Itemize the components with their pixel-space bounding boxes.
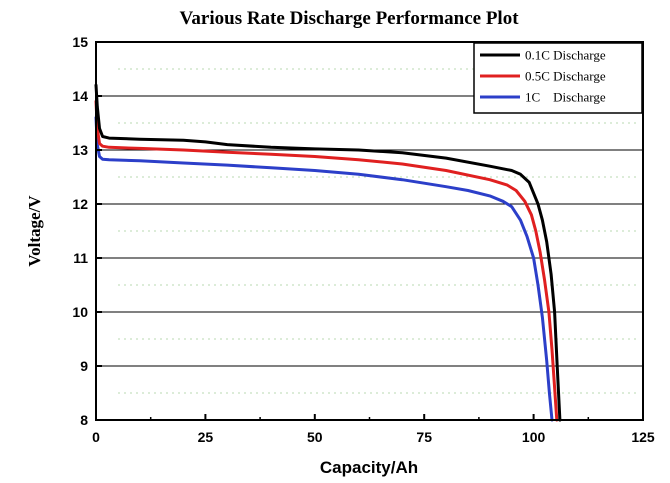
chart-title: Various Rate Discharge Performance Plot [179,8,519,29]
y-tick-label: 9 [80,358,88,374]
legend: 0.1C Discharge 0.5C Discharge 1C Discharge [473,42,643,114]
series-line-2 [94,116,554,422]
legend-label-1: 0.5C Discharge [525,69,606,84]
y-tick-label: 10 [72,304,88,320]
x-axis-label: Capacity/Ah [320,458,418,477]
x-tick-label: 125 [631,429,655,445]
x-tick-label: 25 [198,429,214,445]
y-tick-label: 15 [72,34,88,50]
x-tick-label: 100 [522,429,546,445]
y-tick-label: 11 [73,250,88,266]
x-tick-label: 0 [92,429,100,445]
series-line-0 [94,83,562,422]
x-tick-label: 75 [416,429,432,445]
y-tick-label: 12 [72,196,88,212]
grid [96,68,643,394]
ticks [95,41,644,421]
series-layer [94,83,562,422]
legend-label-2: 1C Discharge [525,90,606,105]
series-line-1 [94,99,559,422]
tick-labels: 8 9 10 11 12 13 14 15 0 25 50 75 100 125 [72,34,654,445]
y-tick-label: 8 [80,412,88,428]
y-tick-label: 13 [72,142,88,158]
y-axis-label: Voltage/V [25,195,44,267]
y-tick-label: 14 [72,88,88,104]
x-tick-label: 50 [307,429,323,445]
legend-label-0: 0.1C Discharge [525,48,606,63]
